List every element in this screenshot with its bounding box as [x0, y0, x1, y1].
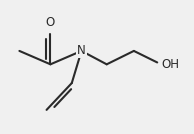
Text: O: O	[46, 16, 55, 29]
Text: N: N	[77, 44, 86, 57]
Text: OH: OH	[161, 58, 179, 71]
